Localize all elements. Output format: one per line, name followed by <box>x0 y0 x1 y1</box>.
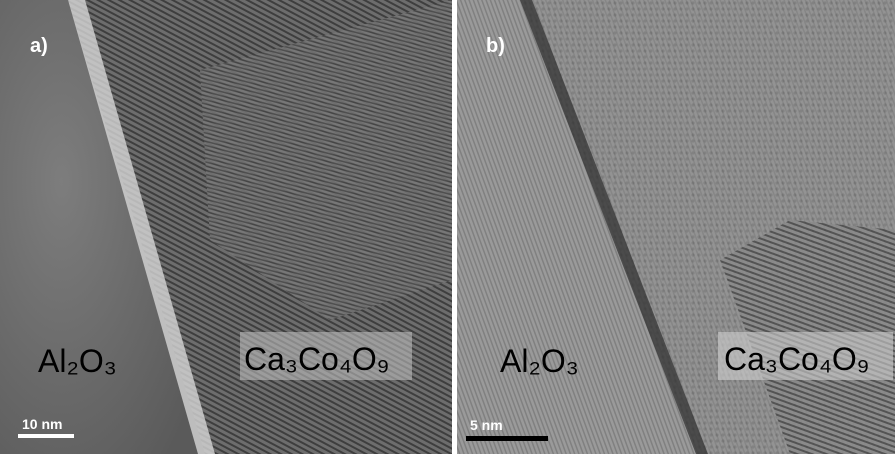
panel-a: a) Al₂O₃ Ca₃Co₄O₉ 10 nm <box>0 0 452 454</box>
film-label: Ca₃Co₄O₉ <box>724 341 869 377</box>
page: a) Al₂O₃ Ca₃Co₄O₉ 10 nm b) Al₂O₃ Ca₃Co₄O… <box>0 0 895 454</box>
substrate-label: Al₂O₃ <box>500 343 579 379</box>
micrograph-figure: a) Al₂O₃ Ca₃Co₄O₉ 10 nm b) Al₂O₃ Ca₃Co₄O… <box>0 0 895 454</box>
scale-bar <box>18 434 74 438</box>
panel-label: b) <box>486 35 505 57</box>
scale-bar-label: 5 nm <box>470 417 503 433</box>
panel-b: b) Al₂O₃ Ca₃Co₄O₉ 5 nm <box>457 0 895 454</box>
scale-bar <box>466 436 548 441</box>
film-label: Ca₃Co₄O₉ <box>244 341 389 377</box>
substrate-label: Al₂O₃ <box>38 343 117 379</box>
panel-label: a) <box>30 35 48 57</box>
scale-bar-label: 10 nm <box>22 416 62 432</box>
